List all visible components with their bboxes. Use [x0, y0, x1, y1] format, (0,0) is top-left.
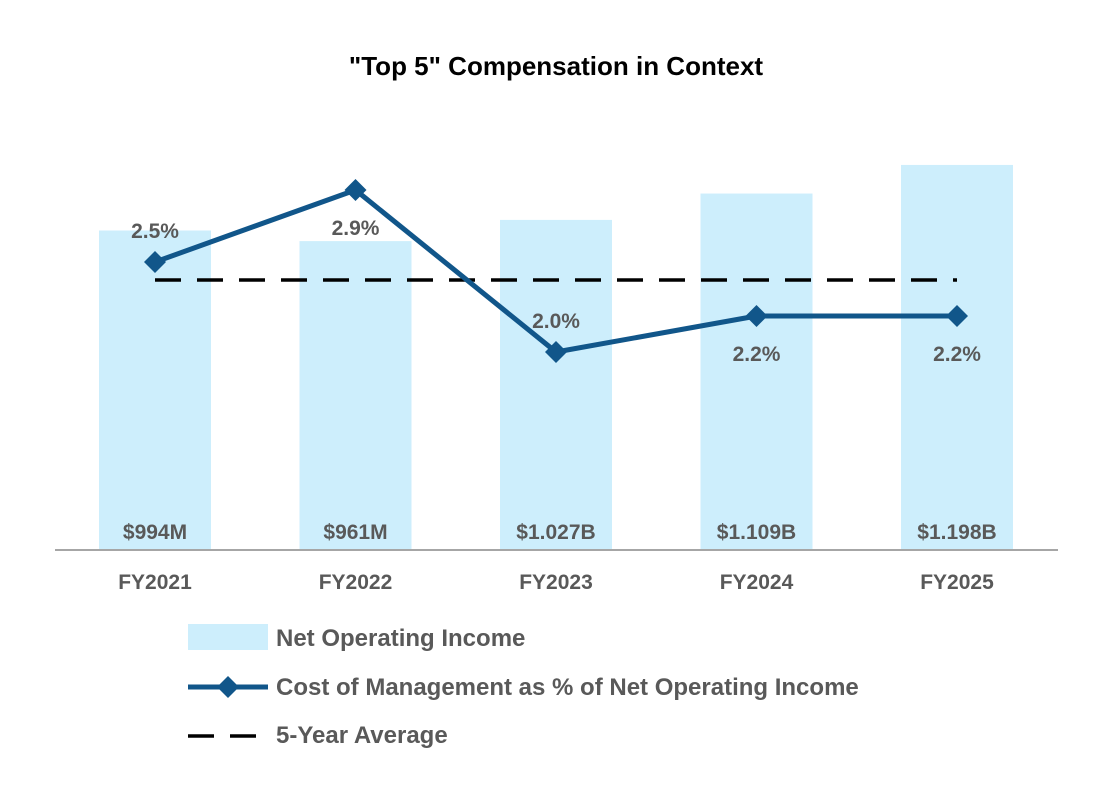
- bar-fy2025: [901, 164, 1013, 550]
- diamond-marker-icon: [545, 341, 567, 363]
- bar-fy2021: [99, 230, 211, 550]
- category-label: FY2025: [920, 571, 994, 594]
- legend-bar-swatch: [188, 624, 268, 650]
- chart-title: "Top 5" Compensation in Context: [349, 51, 764, 81]
- bar-fy2022: [299, 241, 412, 550]
- diamond-marker-icon: [144, 251, 166, 273]
- percent-value-label: 2.5%: [131, 220, 179, 243]
- legend-average-label: 5-Year Average: [276, 722, 448, 749]
- bar-value-label: $961M: [323, 521, 387, 544]
- diamond-marker-icon: [946, 305, 968, 327]
- percent-value-label: 2.2%: [733, 343, 781, 366]
- category-label: FY2024: [720, 571, 794, 594]
- bars-group: $994M $961M $1.027B $1.109B $1.198B: [99, 164, 1013, 551]
- bar-value-label: $1.027B: [516, 521, 595, 544]
- category-label: FY2023: [519, 571, 593, 594]
- category-label: FY2021: [118, 571, 192, 594]
- percent-value-label: 2.9%: [332, 217, 380, 240]
- bar-value-label: $1.109B: [717, 521, 796, 544]
- bar-value-label: $1.198B: [917, 521, 996, 544]
- legend-bar-label: Net Operating Income: [276, 625, 525, 652]
- category-labels: FY2021 FY2022 FY2023 FY2024 FY2025: [118, 571, 994, 594]
- legend-diamond-marker-icon: [217, 676, 239, 698]
- category-label: FY2022: [319, 571, 393, 594]
- legend-line-label: Cost of Management as % of Net Operating…: [276, 674, 859, 701]
- percent-value-label: 2.0%: [532, 310, 580, 333]
- bar-fy2023: [500, 219, 612, 550]
- percent-labels-group: 2.5% 2.9% 2.0% 2.2% 2.2%: [131, 217, 981, 366]
- diamond-marker-icon: [344, 179, 367, 201]
- bar-value-label: $994M: [123, 521, 187, 544]
- line-markers-group: [144, 179, 968, 363]
- diamond-marker-icon: [745, 305, 768, 327]
- bar-fy2024: [700, 193, 813, 551]
- percent-value-label: 2.2%: [933, 343, 981, 366]
- legend: Net Operating Income Cost of Management …: [188, 624, 859, 749]
